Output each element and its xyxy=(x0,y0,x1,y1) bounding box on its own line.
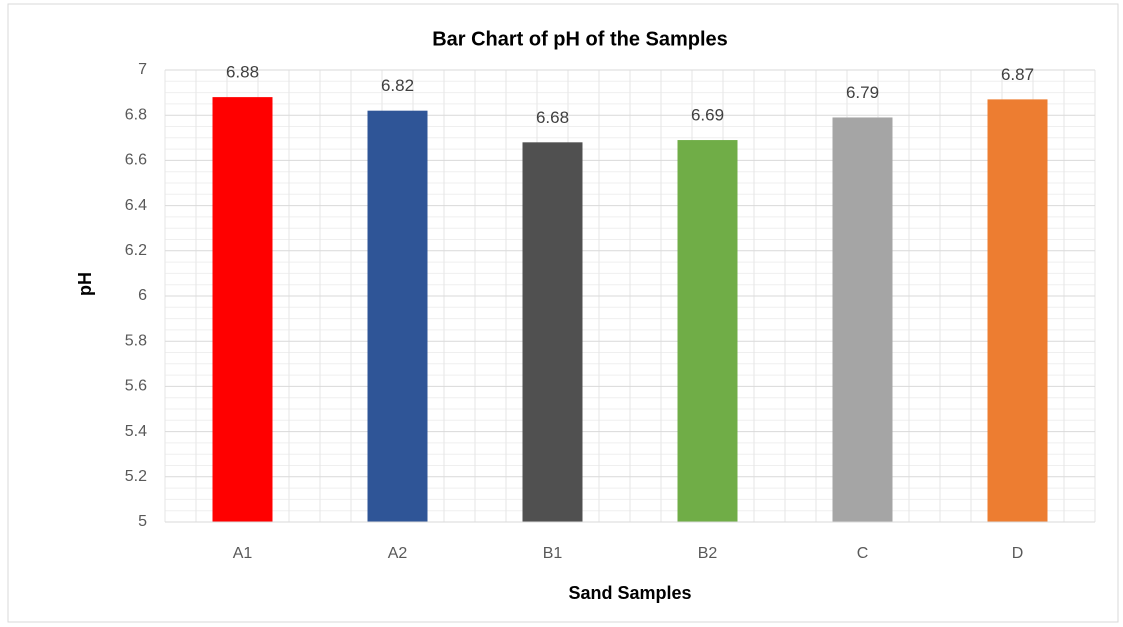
bar xyxy=(677,140,738,522)
y-tick-label: 5 xyxy=(138,513,147,530)
bar xyxy=(832,117,893,523)
y-tick-label: 6.4 xyxy=(125,197,147,214)
chart-title: Bar Chart of pH of the Samples xyxy=(432,28,728,50)
bar xyxy=(212,97,273,523)
value-label: 6.69 xyxy=(691,106,724,125)
value-label: 6.88 xyxy=(226,63,259,82)
y-axis-title: pH xyxy=(75,272,95,296)
x-axis-title: Sand Samples xyxy=(568,583,691,603)
y-tick-label: 5.4 xyxy=(125,423,147,440)
y-tick-label: 7 xyxy=(138,61,147,78)
value-label: 6.87 xyxy=(1001,65,1034,84)
y-tick-label: 5.6 xyxy=(125,378,147,395)
value-label: 6.79 xyxy=(846,83,879,102)
y-tick-label: 6.8 xyxy=(125,106,147,123)
y-tick-label: 6.6 xyxy=(125,152,147,169)
x-tick-label: D xyxy=(1012,545,1024,562)
x-tick-label: A1 xyxy=(233,545,253,562)
x-tick-label: B1 xyxy=(543,545,563,562)
value-label: 6.68 xyxy=(536,108,569,127)
y-tick-label: 5.8 xyxy=(125,332,147,349)
y-tick-label: 6 xyxy=(138,287,147,304)
x-tick-label: A2 xyxy=(388,545,408,562)
x-tick-label: C xyxy=(857,545,869,562)
y-tick-label: 6.2 xyxy=(125,242,147,259)
y-tick-label: 5.2 xyxy=(125,468,147,485)
x-tick-label: B2 xyxy=(698,545,718,562)
bar xyxy=(522,142,583,522)
bar xyxy=(367,110,428,523)
value-label: 6.82 xyxy=(381,76,414,95)
bar xyxy=(987,99,1048,522)
